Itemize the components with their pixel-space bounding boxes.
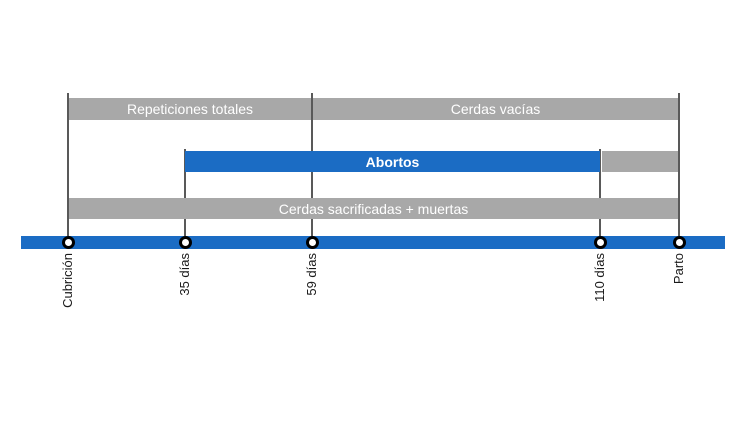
bar-cerdas-sacrificadas-muertas: Cerdas sacrificadas + muertas	[69, 198, 678, 219]
tick-line-110-dias	[599, 149, 601, 243]
bar-abortos: Abortos	[185, 151, 600, 172]
timeline-marker-59-dias	[305, 236, 319, 249]
axis-label-cubricion: Cubrición	[60, 253, 75, 308]
tick-line-35-dias	[184, 149, 186, 243]
bar-repeticiones-totales: Repeticiones totales	[69, 98, 311, 120]
tick-line-parto	[678, 93, 680, 243]
bar-cerdas-vacias: Cerdas vacías	[313, 98, 678, 120]
timeline-marker-35-dias	[178, 236, 192, 249]
timeline-marker-cubricion	[61, 236, 75, 249]
tick-line-cubricion	[67, 93, 69, 243]
timeline-marker-parto	[672, 236, 686, 249]
axis-label-59-dias: 59 días	[304, 253, 319, 296]
timeline-axis	[21, 236, 725, 249]
bar-label: Abortos	[365, 153, 420, 170]
bar-label: Cerdas vacías	[450, 101, 541, 117]
timeline-marker-110-dias	[593, 236, 607, 249]
axis-label-parto: Parto	[671, 253, 686, 285]
axis-label-110-dias: 110 días	[592, 253, 607, 302]
bar-label: Cerdas sacrificadas + muertas	[278, 200, 469, 217]
bar-abortos-extension	[602, 151, 678, 172]
bar-label: Repeticiones totales	[126, 101, 254, 117]
axis-label-35-dias: 35 días	[177, 253, 192, 296]
